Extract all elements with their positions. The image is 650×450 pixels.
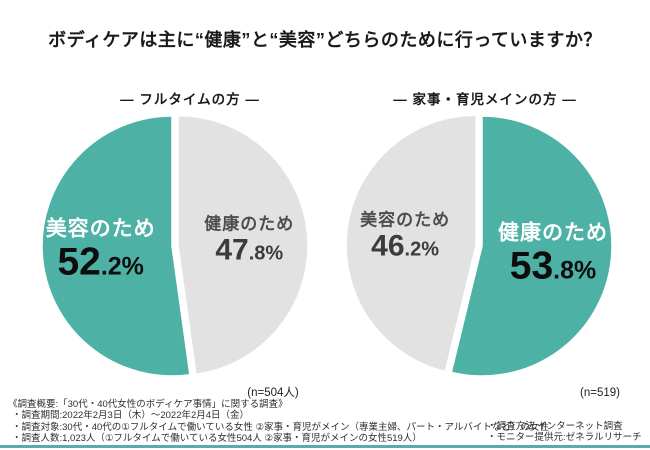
pie-chart-housework: 健康のため 53.8% 美容のため 46.2% <box>332 96 632 396</box>
chart-subtitle-fulltime: ― フルタイムの方 ― <box>120 92 260 107</box>
pie-svg-fulltime <box>41 114 309 377</box>
slice-label-0-1: 美容のため 52.2% <box>46 217 156 284</box>
pie-slice-0-1 <box>41 115 191 377</box>
slice-name: 美容のため <box>45 217 156 241</box>
slice-label-1-1: 美容のため 46.2% <box>360 210 450 263</box>
survey-notes-right: ・調査方法:インターネット調査 ・モニター提供元:ゼネラルリサーチ <box>487 421 642 444</box>
survey-note-method: ・調査方法:インターネット調査 <box>487 421 623 432</box>
slice-percentage: 53.8% <box>509 244 597 288</box>
pie-slice-0-0 <box>177 114 309 376</box>
slice-percentage: 47.8% <box>215 233 284 267</box>
slice-percentage: 46.2% <box>371 229 440 263</box>
pie-slice-1-0 <box>450 115 613 377</box>
pie-chart-fulltime: 健康のため 47.8% 美容のため 52.2% <box>22 96 322 396</box>
slice-name: 美容のため <box>360 210 451 230</box>
slice-label-1-0: 健康のため 53.8% <box>498 221 608 288</box>
bottom-accent-line <box>0 445 650 448</box>
survey-note-period: ・調査期間:2022年2月3日（木）～2022年2月4日（金） <box>12 410 250 422</box>
pie-svg-housework <box>345 114 613 377</box>
survey-note-provider: ・モニター提供元:ゼネラルリサーチ <box>487 432 642 444</box>
chart-subtitle-housework: ― 家事・育児メインの方 ― <box>393 92 577 107</box>
sample-size-housework: (n=519) <box>580 387 620 399</box>
slice-name: 健康のため <box>204 214 295 234</box>
survey-note-count: ・調査人数:1,023人（①フルタイムで働いている女性504人 ②家事・育児がメ… <box>12 432 422 444</box>
survey-notes-heading: 《調査概要:「30代・40代女性のボディケア事情」に関する調査》 <box>8 399 288 410</box>
page-title: ボディケアは主に“健康”と“美容”どちらのために行っていますか？ <box>48 30 602 50</box>
sample-size-fulltime: (n=504人) <box>247 387 299 399</box>
pie-slice-1-1 <box>345 114 477 373</box>
survey-note-target: ・調査対象:30代・40代の①フルタイムで働いている女性 ②家事・育児がメイン（… <box>12 421 549 433</box>
slice-name: 健康のため <box>498 220 608 244</box>
survey-notes: 《調査概要:「30代・40代女性のボディケア事情」に関する調査》 ・調査期間:2… <box>8 399 549 444</box>
slice-percentage: 52.2% <box>57 240 144 284</box>
slice-label-0-0: 健康のため 47.8% <box>204 214 294 267</box>
